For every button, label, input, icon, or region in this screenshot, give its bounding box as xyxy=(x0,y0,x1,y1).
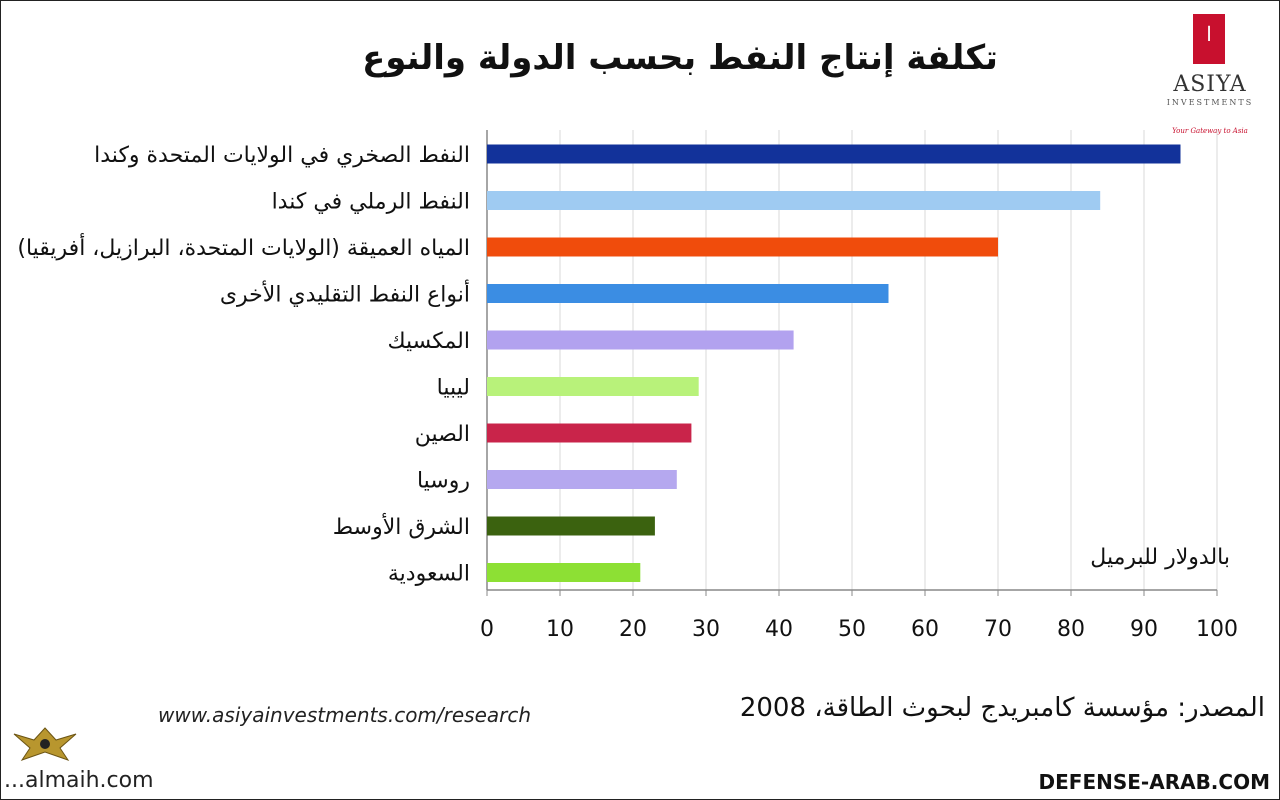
logo-subtitle: INVESTMENTS xyxy=(1166,98,1254,107)
x-tick-label: 100 xyxy=(1196,617,1238,642)
category-label-2: النفط الرملي في كندا xyxy=(272,190,470,215)
logo-name: ASIYA xyxy=(1173,72,1247,97)
category-label-8: روسيا xyxy=(417,469,470,494)
category-label-3: المياه العميقة (الولايات المتحدة، البراز… xyxy=(17,233,470,261)
x-tick-label: 10 xyxy=(546,617,574,642)
bar-9 xyxy=(487,516,655,536)
chart-title: تكلفة إنتاج النفط بحسب الدولة والنوع xyxy=(362,38,998,78)
asiya-logo: ا ASIYA INVESTMENTS Your Gateway to Asia xyxy=(1160,14,1270,144)
bar-2 xyxy=(487,191,1101,210)
x-tick-label: 30 xyxy=(692,617,720,642)
x-tick-label: 80 xyxy=(1057,617,1085,642)
bar-4 xyxy=(487,284,889,303)
logo-tagline: Your Gateway to Asia xyxy=(1172,127,1248,135)
bar-1 xyxy=(487,144,1181,164)
category-label-4: أنواع النفط التقليدي الأخرى xyxy=(220,280,470,308)
source-url: www.asiyainvestments.com/research xyxy=(158,703,532,727)
watermark-right: DEFENSE-ARAB.COM xyxy=(1038,770,1270,794)
bar-6 xyxy=(487,377,699,396)
x-tick-label: 20 xyxy=(619,617,647,642)
x-tick-label: 40 xyxy=(765,617,793,642)
category-label-7: الصين xyxy=(415,422,470,447)
eagle-emblem-icon xyxy=(13,727,77,761)
x-tick-label: 70 xyxy=(984,617,1012,642)
source-note: المصدر: مؤسسة كامبريدج لبحوث الطاقة، 200… xyxy=(739,693,1265,723)
bar-5 xyxy=(487,330,794,350)
category-label-1: النفط الصخري في الولايات المتحدة وكندا xyxy=(94,143,470,168)
bar-3 xyxy=(487,237,998,257)
category-label-5: المكسيك xyxy=(388,329,471,354)
category-labels: النفط الصخري في الولايات المتحدة وكندا ال… xyxy=(17,143,470,587)
bar-7 xyxy=(487,423,692,443)
category-label-6: ليبيا xyxy=(437,376,470,401)
x-tick-label: 90 xyxy=(1130,617,1158,642)
watermark-left: ...almaih.com xyxy=(4,768,154,793)
x-tick-label: 0 xyxy=(480,617,494,642)
x-tick-label: 60 xyxy=(911,617,939,642)
category-label-9: الشرق الأوسط xyxy=(333,513,470,540)
x-tick-labels: 0 10 20 30 40 50 60 70 80 90 100 xyxy=(480,617,1238,642)
chart-bars xyxy=(487,144,1181,582)
bar-8 xyxy=(487,470,677,489)
x-tick-label: 50 xyxy=(838,617,866,642)
asiya-logo-mark: ا xyxy=(1193,14,1225,64)
bar-10 xyxy=(487,563,641,582)
category-label-10: السعودية xyxy=(388,562,470,587)
unit-label: بالدولار للبرميل xyxy=(1090,545,1230,570)
